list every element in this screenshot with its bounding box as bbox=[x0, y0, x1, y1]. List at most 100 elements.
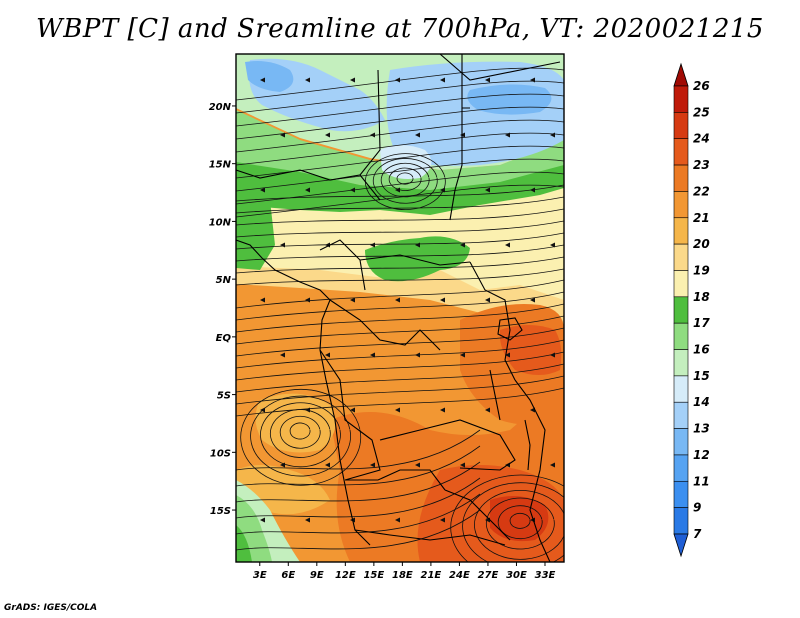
field-blob-blue-nw bbox=[245, 61, 294, 92]
streamline-arrow bbox=[395, 77, 400, 83]
streamline bbox=[236, 291, 564, 321]
streamlines bbox=[236, 67, 564, 562]
streamline-arrow bbox=[260, 77, 265, 83]
colorbar-swatch bbox=[673, 401, 689, 429]
streamline-arrow bbox=[350, 407, 355, 413]
colorbar-level-label: 15 bbox=[693, 369, 710, 383]
streamline-arrow bbox=[370, 462, 375, 468]
border-sahel bbox=[236, 169, 301, 179]
streamline-arrow bbox=[280, 132, 285, 138]
colorbar-min-arrow bbox=[673, 533, 689, 558]
streamline bbox=[279, 415, 321, 449]
lake-malawi bbox=[524, 419, 531, 471]
streamline-arrow bbox=[395, 297, 400, 303]
streamline-arrow bbox=[280, 352, 285, 358]
x-tick-label: 9E bbox=[310, 570, 324, 581]
streamline-arrow bbox=[485, 297, 490, 303]
streamline-arrow bbox=[370, 352, 375, 358]
colorbar-level-label: 26 bbox=[693, 79, 710, 93]
border-botswana-zimbabwe bbox=[444, 489, 511, 541]
colorbar-swatch bbox=[673, 270, 689, 298]
map-panel bbox=[235, 53, 565, 563]
streamline-arrow bbox=[440, 297, 445, 303]
streamline bbox=[236, 184, 564, 202]
x-tick-label: 3E bbox=[253, 570, 267, 581]
streamline-arrow bbox=[370, 132, 375, 138]
x-tick-label: 15E bbox=[363, 570, 384, 581]
border-congo-drc bbox=[329, 299, 441, 351]
border-car bbox=[359, 254, 471, 266]
streamline bbox=[236, 93, 564, 127]
streamline bbox=[236, 493, 481, 535]
streamline bbox=[240, 388, 362, 486]
x-tick-label: 30E bbox=[506, 570, 527, 581]
border-algeria-libya bbox=[359, 69, 381, 176]
country-borders bbox=[236, 54, 561, 562]
streamline-arrow bbox=[440, 517, 445, 523]
colorbar-swatch bbox=[673, 243, 689, 271]
colorbar-level-label: 13 bbox=[693, 422, 710, 436]
colorbar-level-label: 7 bbox=[693, 527, 702, 541]
coast-west-africa bbox=[236, 239, 331, 351]
streamline bbox=[450, 474, 564, 562]
streamline-arrow bbox=[350, 297, 355, 303]
colorbar-swatch bbox=[673, 480, 689, 508]
streamline bbox=[269, 409, 331, 458]
border-cameroon bbox=[319, 239, 366, 291]
streamline-arrow bbox=[550, 462, 555, 468]
streamline-arrow bbox=[530, 297, 535, 303]
streamline bbox=[236, 220, 564, 238]
streamline-arrow bbox=[460, 352, 465, 358]
streamline bbox=[236, 445, 481, 487]
streamline-arrow bbox=[305, 187, 310, 193]
streamline-arrow bbox=[305, 297, 310, 303]
streamline bbox=[364, 153, 446, 211]
streamline-arrow bbox=[550, 132, 555, 138]
streamline-arrow bbox=[350, 77, 355, 83]
streamline bbox=[236, 132, 564, 166]
colorbar-level-label: 24 bbox=[693, 132, 710, 146]
colorbar-swatch bbox=[673, 85, 689, 113]
streamline-arrow bbox=[505, 242, 510, 248]
y-tick-label: 10N bbox=[209, 217, 232, 228]
streamline bbox=[236, 303, 564, 333]
streamline bbox=[236, 375, 564, 405]
colorbar-swatch bbox=[673, 507, 689, 535]
streamline-arrow bbox=[440, 187, 445, 193]
colorbar-level-label: 9 bbox=[693, 501, 701, 515]
streamline bbox=[462, 482, 564, 562]
y-tick-label: 15N bbox=[209, 160, 232, 171]
grads-credit: GrADS: IGES/COLA bbox=[4, 603, 98, 613]
colorbar-level-label: 25 bbox=[693, 105, 710, 119]
x-tick-label: 12E bbox=[335, 570, 356, 581]
streamline-arrow bbox=[260, 407, 265, 413]
streamline bbox=[236, 196, 564, 214]
colorbar-level-label: 14 bbox=[693, 395, 710, 409]
streamline-arrow bbox=[305, 407, 310, 413]
field-blob-dark-green-sw bbox=[236, 525, 252, 562]
y-tick-label: 20N bbox=[209, 102, 232, 113]
streamline-arrow bbox=[485, 407, 490, 413]
colorbar-level-label: 23 bbox=[693, 158, 710, 172]
streamline bbox=[236, 158, 564, 192]
streamline-arrow bbox=[325, 462, 330, 468]
streamline bbox=[236, 363, 564, 393]
chart-title: WBPT [C] and Sreamline at 700hPa, VT: 20… bbox=[36, 14, 764, 44]
border-angola bbox=[319, 349, 381, 481]
streamline bbox=[236, 339, 564, 369]
streamline bbox=[236, 279, 564, 309]
border-drc-east bbox=[469, 261, 516, 381]
streamline bbox=[236, 244, 564, 262]
y-tick-label: EQ bbox=[216, 333, 232, 344]
streamline-arrow bbox=[305, 77, 310, 83]
streamline bbox=[236, 461, 481, 503]
streamline bbox=[396, 172, 414, 185]
colorbar-swatch bbox=[673, 296, 689, 324]
streamline-arrow bbox=[260, 517, 265, 523]
field-band-light-green bbox=[236, 110, 564, 190]
x-axis: 3E 6E 9E 12E 15E 18E 21E 24E 27E 30E 33E bbox=[253, 562, 556, 581]
colorbar-level-label: 17 bbox=[693, 316, 710, 330]
y-tick-label: 15S bbox=[210, 506, 231, 517]
streamline-arrow bbox=[305, 517, 310, 523]
